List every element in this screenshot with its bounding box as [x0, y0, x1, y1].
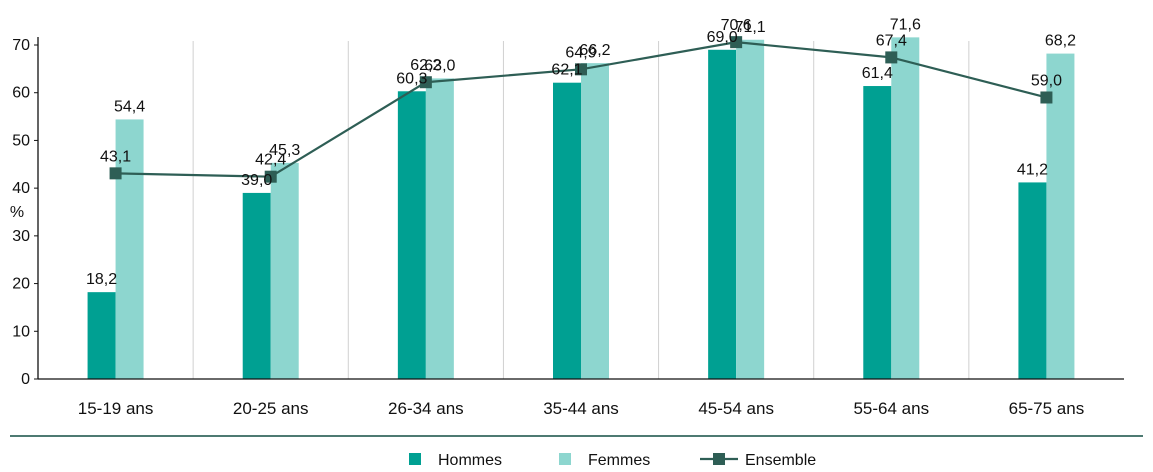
data-label-ensemble: 70,6 [721, 17, 752, 34]
data-label-femmes: 54,4 [114, 98, 145, 115]
ensemble-marker [885, 51, 898, 64]
data-labels: 18,2 54,4 43,1 39,0 45,342,4 60,363,062,2 62,1… [86, 16, 1076, 288]
data-label-femmes: 71,6 [890, 16, 921, 33]
x-tick-label: 35-44 ans [543, 399, 619, 418]
x-tick-label: 45-54 ans [698, 399, 774, 418]
bar-hommes [708, 49, 737, 380]
y-tick-label: 40 [12, 180, 30, 197]
y-tick-label: 70 [12, 37, 30, 54]
bar-hommes [1018, 182, 1047, 379]
data-label-hommes: 41,2 [1017, 161, 1048, 178]
bar-femmes [581, 63, 609, 379]
bar-femmes [891, 37, 920, 379]
y-tick-label: 30 [12, 228, 30, 245]
legend-label-hommes: Hommes [438, 452, 502, 469]
data-label-hommes: 62,1 [551, 62, 582, 79]
data-label-ensemble: 59,0 [1031, 72, 1062, 89]
ensemble-marker [575, 63, 587, 76]
bar-hommes [553, 82, 581, 380]
bar-hommes [863, 86, 892, 379]
bar-femmes [1046, 53, 1075, 380]
data-label-femmes: 71,1 [735, 19, 766, 36]
data-label-hommes: 39,0 [241, 172, 272, 189]
legend-marker-ensemble [713, 453, 725, 465]
data-label-ensemble: 62,2 [410, 57, 441, 74]
line-series [109, 36, 1053, 183]
legend-swatch-femmes [559, 453, 571, 465]
ensemble-marker [419, 76, 432, 89]
ensemble-marker [1040, 91, 1053, 104]
ensemble-marker [109, 167, 122, 180]
x-tick-label: 20-25 ans [233, 399, 309, 418]
y-tick-label: 50 [12, 132, 30, 149]
bar-hommes [397, 91, 426, 379]
legend-swatch-hommes [409, 453, 421, 465]
data-label-hommes: 69,0 [707, 29, 738, 46]
axes: 0 10 20 30 40 50 60 70% 15-19 ans 20-25 ans 26-34 … [10, 37, 1124, 418]
legend-label-ensemble: Ensemble [745, 452, 816, 469]
bar-series [87, 37, 1075, 380]
legend: Hommes Femmes Ensemble [10, 435, 1143, 469]
ensemble-marker [730, 36, 743, 49]
data-label-ensemble: 64,9 [565, 44, 596, 61]
category-separators [192, 41, 970, 379]
data-label-femmes: 45,3 [269, 142, 300, 159]
x-tick-label: 26-34 ans [388, 399, 464, 418]
x-tick-label: 65-75 ans [1009, 399, 1085, 418]
data-label-ensemble: 67,4 [876, 32, 907, 49]
bar-femmes [736, 39, 765, 379]
bar-femmes [425, 78, 454, 380]
bar-hommes [242, 192, 271, 379]
y-tick-label: 20 [12, 276, 30, 293]
data-label-hommes: 18,2 [86, 271, 117, 288]
bar-femmes [270, 162, 299, 379]
y-axis-label: % [10, 204, 24, 221]
bar-femmes [115, 119, 144, 379]
y-tick-label: 10 [12, 323, 30, 340]
bar-hommes [87, 292, 116, 379]
data-label-femmes: 66,2 [579, 42, 610, 59]
ensemble-marker [264, 170, 277, 183]
x-tick-label: 15-19 ans [78, 399, 154, 418]
data-label-ensemble: 43,1 [100, 148, 131, 165]
x-tick-label: 55-64 ans [853, 399, 929, 418]
y-tick-label: 60 [12, 85, 30, 102]
y-tick-label: 0 [21, 371, 30, 388]
data-label-hommes: 60,3 [396, 70, 427, 87]
legend-label-femmes: Femmes [588, 452, 650, 469]
data-label-femmes: 63,0 [424, 57, 455, 74]
data-label-ensemble: 42,4 [255, 152, 286, 169]
data-label-femmes: 68,2 [1045, 33, 1076, 50]
data-label-hommes: 61,4 [862, 65, 893, 82]
